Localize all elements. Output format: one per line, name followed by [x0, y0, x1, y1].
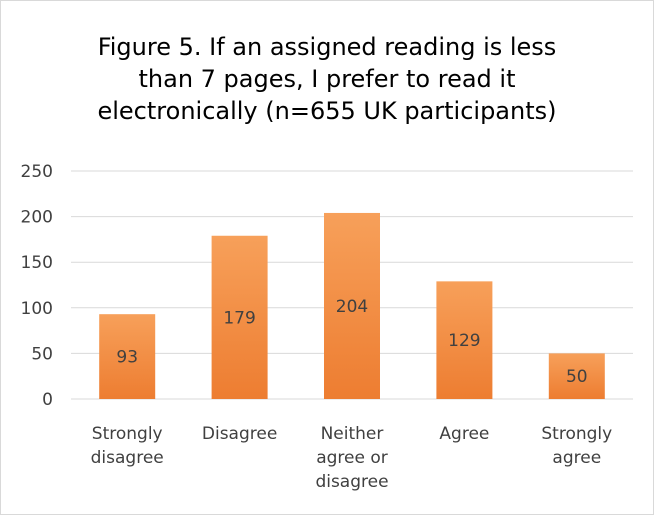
- data-label: 50: [566, 367, 588, 387]
- category-label: agree: [552, 448, 601, 468]
- y-tick-label: 200: [21, 208, 53, 228]
- chart-title: Figure 5. If an assigned reading is less…: [1, 31, 653, 127]
- chart-title-line: than 7 pages, I prefer to read it: [138, 65, 516, 93]
- y-tick-label: 50: [31, 344, 53, 364]
- y-tick-label: 250: [21, 162, 53, 182]
- category-label: Strongly: [92, 424, 163, 444]
- bar: [324, 212, 380, 399]
- y-tick-label: 0: [42, 390, 53, 410]
- data-label: 93: [116, 348, 138, 368]
- bar: [548, 353, 605, 399]
- bar: [99, 314, 156, 399]
- data-label: 129: [448, 331, 480, 351]
- category-labels: Strongly disagree Disagree Neither agree or d…: [91, 424, 613, 492]
- category-label: Neither: [321, 424, 384, 444]
- data-label: 204: [336, 297, 368, 317]
- category-label: agree or: [316, 448, 388, 468]
- category-label: Strongly: [541, 424, 612, 444]
- data-labels: 93 179 204 129 50: [116, 297, 587, 387]
- chart-title-line: electronically (n=655 UK participants): [97, 97, 557, 125]
- category-label: Agree: [439, 424, 489, 444]
- y-tick-label: 150: [21, 253, 53, 273]
- data-label: 179: [223, 308, 255, 328]
- category-label: Disagree: [202, 424, 277, 444]
- y-tick-label: 100: [21, 299, 53, 319]
- bar: [211, 235, 268, 399]
- y-axis-ticks: 0 50 100 150 200 250: [21, 162, 53, 410]
- bars: [99, 212, 605, 399]
- chart-title-line: Figure 5. If an assigned reading is less: [97, 33, 557, 61]
- category-label: disagree: [91, 448, 164, 468]
- category-label: disagree: [315, 472, 388, 492]
- bar: [436, 281, 493, 399]
